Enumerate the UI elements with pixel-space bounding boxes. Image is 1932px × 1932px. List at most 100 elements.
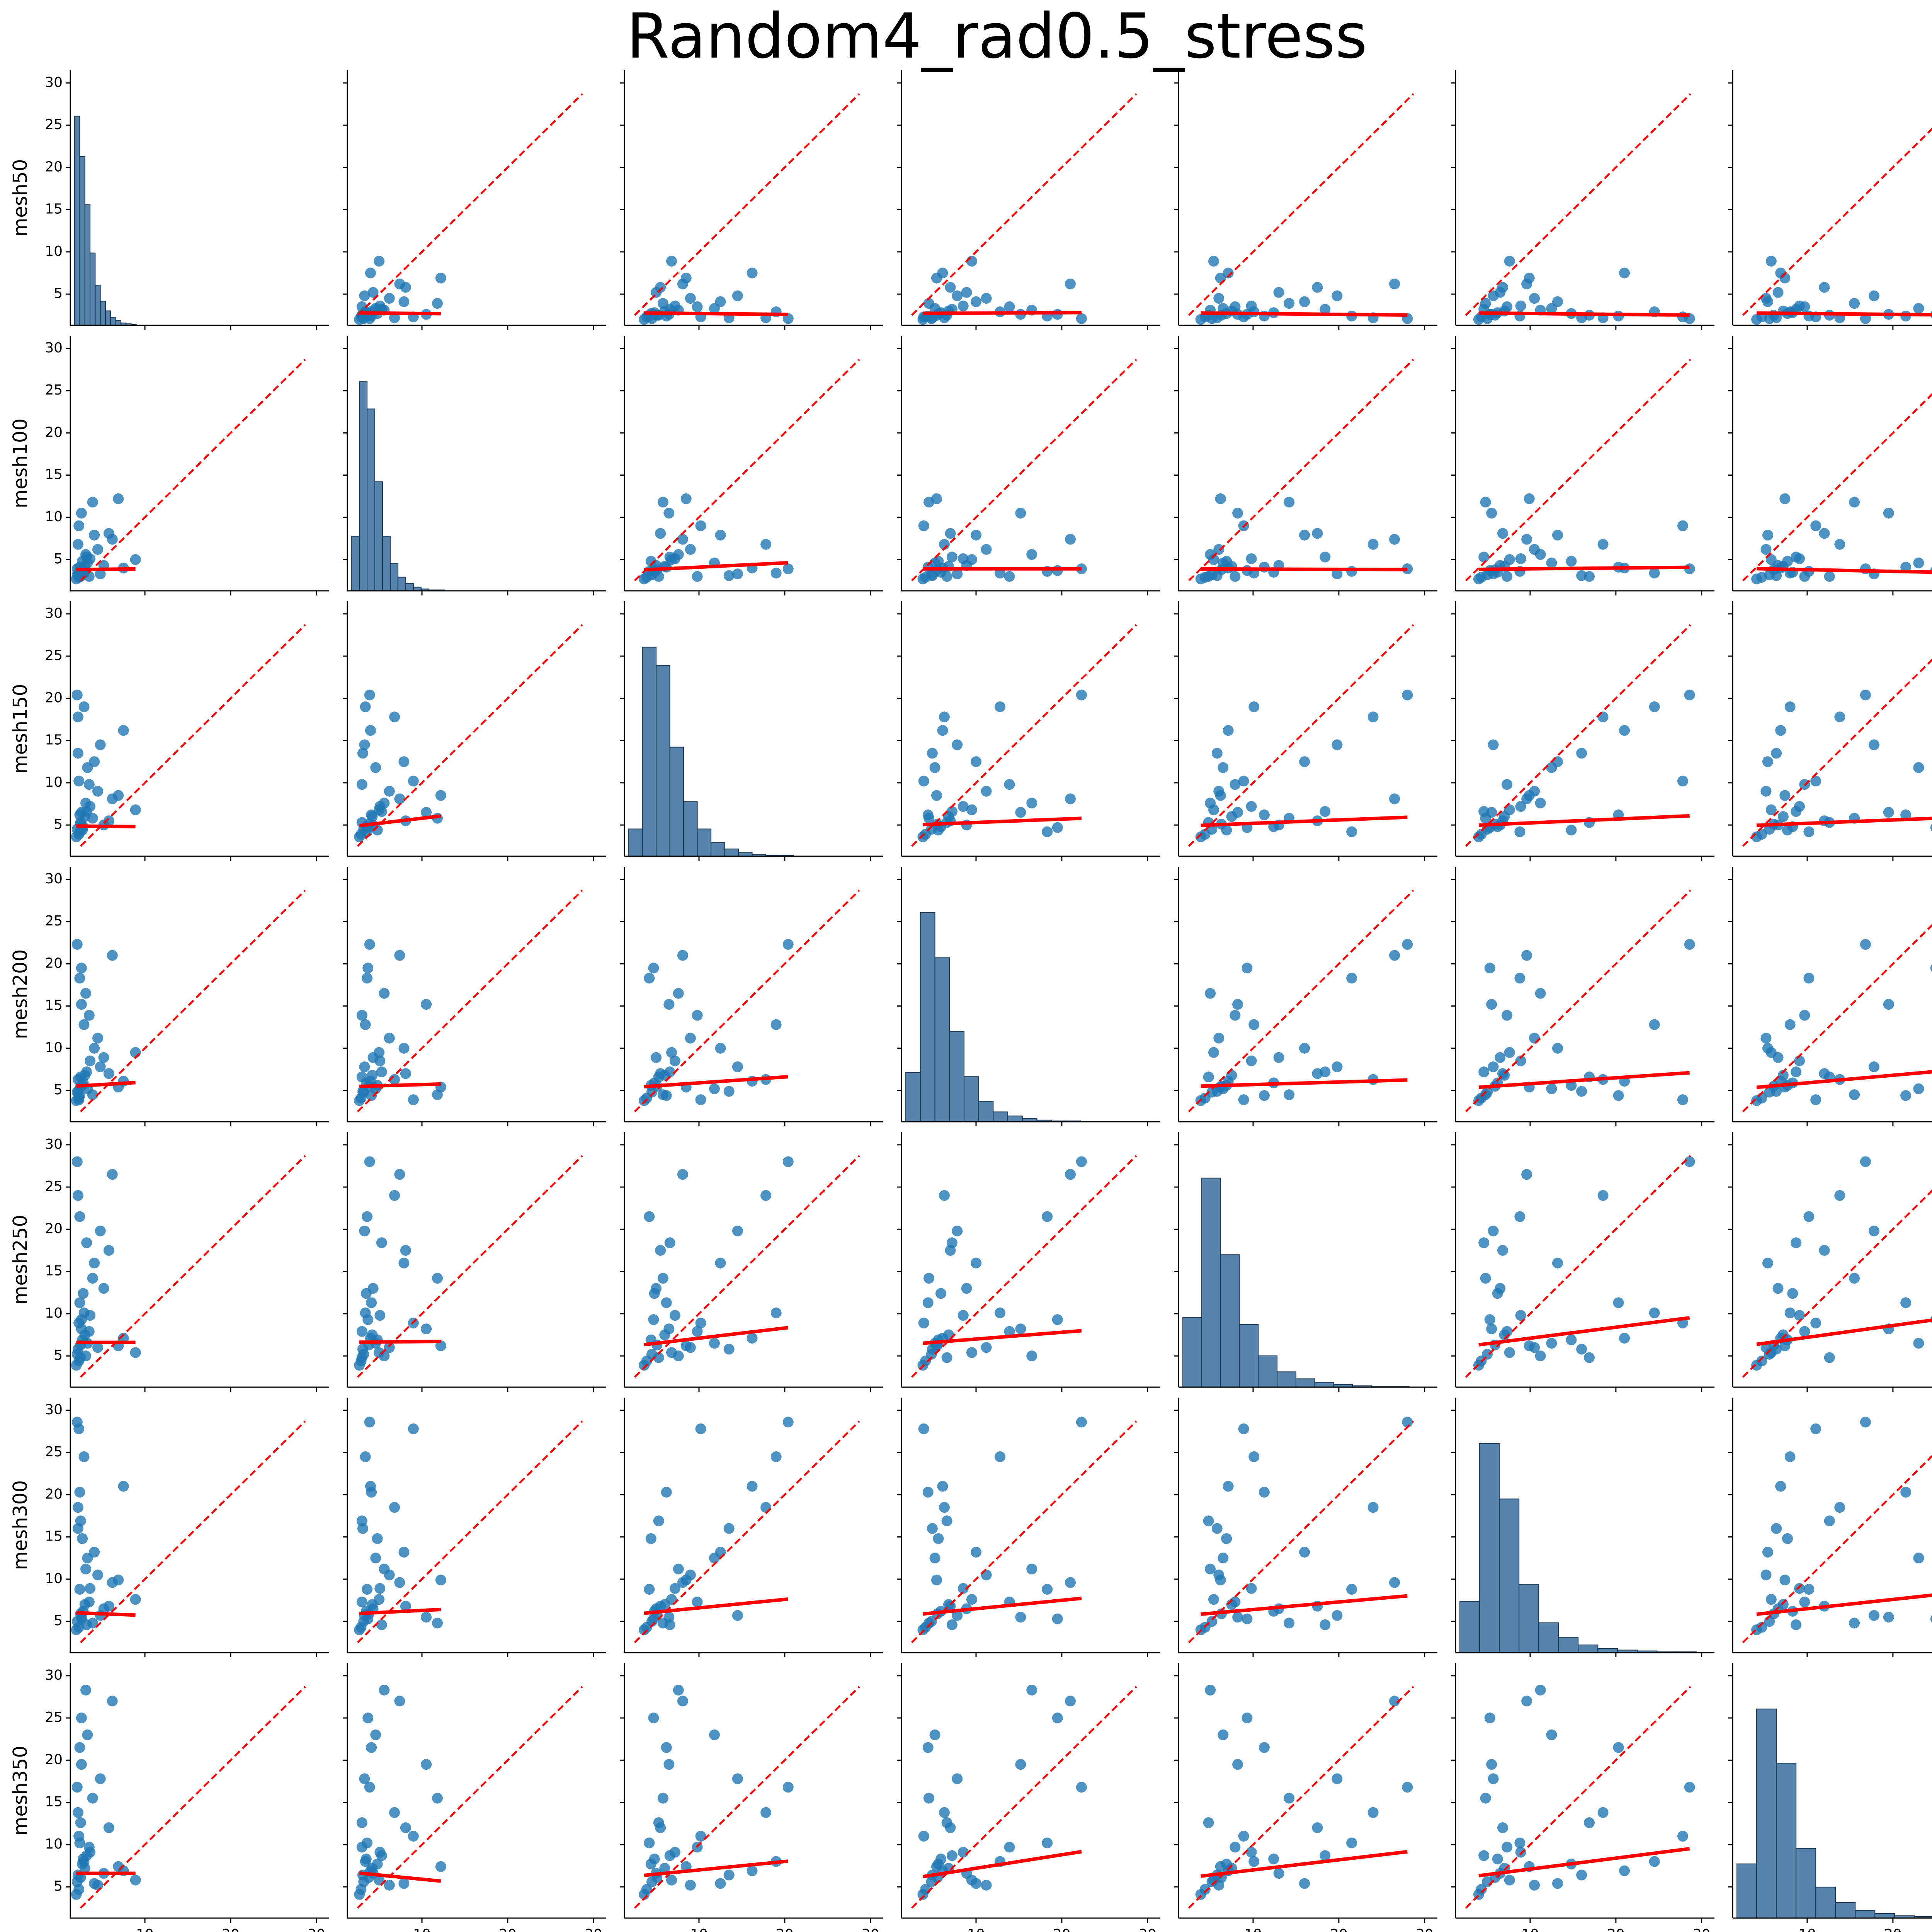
scatter-point	[1221, 1533, 1232, 1544]
scatter-point	[680, 1340, 692, 1351]
y-tick-label: 25	[45, 913, 63, 929]
scatter-point	[657, 1793, 668, 1804]
scatter-point	[435, 1861, 446, 1872]
scatter-point	[1810, 1094, 1821, 1105]
scatter-point	[648, 963, 659, 974]
scatter-point	[1869, 1225, 1880, 1236]
scatter-point	[95, 739, 106, 750]
identity-line	[357, 1420, 583, 1643]
scatter-point	[664, 551, 675, 563]
identity-line	[1742, 1189, 1932, 1378]
identity-line	[80, 1420, 306, 1643]
scatter-point	[1597, 711, 1609, 723]
scatter-point	[732, 1610, 743, 1621]
y-tick-label: 25	[45, 648, 63, 663]
scatter-point	[357, 1344, 368, 1355]
x-tick-label: 30	[1693, 1927, 1711, 1932]
scatter-point	[118, 725, 129, 736]
scatter-point	[356, 1010, 367, 1021]
scatter-point	[74, 1584, 85, 1595]
hist-bar	[1459, 1601, 1480, 1653]
scatter-point	[1015, 1759, 1026, 1770]
scatter-point	[651, 1283, 662, 1294]
scatter-point	[760, 1190, 772, 1201]
scatter-point	[1473, 573, 1484, 585]
scatter-point	[946, 1850, 957, 1861]
scatter-point	[653, 1817, 664, 1828]
scatter-point	[661, 1297, 672, 1308]
scatter-point	[1524, 1340, 1535, 1351]
scatter-point	[74, 1211, 85, 1222]
scatter-point	[1576, 748, 1587, 759]
scatter-point	[359, 1225, 370, 1236]
scatter-point	[1794, 1310, 1805, 1321]
scatter-point	[1684, 939, 1695, 950]
scatter-point	[359, 1061, 370, 1072]
scatter-point	[78, 1288, 89, 1299]
scatter-point	[365, 267, 376, 279]
hist-bar	[905, 1072, 921, 1122]
scatter-point	[400, 1245, 411, 1256]
scatter-point	[1760, 1032, 1772, 1044]
scatter-point	[92, 544, 103, 555]
panel	[1451, 1398, 1714, 1657]
scatter-point	[1221, 556, 1232, 567]
scatter-point	[1242, 1613, 1253, 1624]
scatter-point	[379, 988, 390, 999]
scatter-point	[118, 1481, 129, 1492]
panel	[897, 1398, 1160, 1657]
panel	[1174, 336, 1437, 595]
scatter-point	[1529, 293, 1540, 304]
scatter-point	[1913, 762, 1924, 773]
scatter-point	[107, 950, 118, 961]
regression-line	[644, 1326, 789, 1347]
scatter-point	[1535, 988, 1546, 999]
scatter-point	[98, 1052, 109, 1063]
hist-bar	[669, 747, 684, 857]
scatter-point	[81, 1237, 92, 1248]
scatter-point	[782, 1782, 794, 1793]
scatter-point	[952, 568, 963, 580]
hist-bar	[110, 317, 116, 326]
panel	[1174, 1132, 1437, 1392]
hist-bar	[84, 204, 91, 326]
scatter-point	[1524, 790, 1535, 801]
scatter-point	[723, 1523, 735, 1534]
scatter-point	[1242, 963, 1253, 974]
x-tick-label: 10	[690, 1927, 708, 1932]
x-tick-label: 10	[413, 1927, 431, 1932]
panel	[1451, 70, 1714, 330]
hist-bar	[1558, 1637, 1579, 1653]
hist-bar	[1776, 1763, 1797, 1919]
scatter-point	[995, 701, 1006, 713]
scatter-point	[1242, 1713, 1253, 1724]
scatter-point	[645, 1859, 656, 1870]
hist-bar	[1499, 1498, 1520, 1653]
scatter-point	[1484, 1314, 1495, 1325]
hist-bar	[1796, 1848, 1816, 1919]
scatter-point	[1834, 1502, 1845, 1513]
identity-line	[634, 1420, 860, 1643]
scatter-point	[71, 689, 83, 701]
scatter-point	[1268, 1854, 1279, 1865]
hist-bar	[115, 320, 121, 326]
identity-line	[1742, 1455, 1932, 1643]
scatter-point	[645, 1533, 656, 1544]
scatter-point	[937, 725, 948, 736]
scatter-point	[1205, 798, 1216, 809]
scatter-point	[1765, 804, 1777, 815]
scatter-point	[72, 711, 83, 723]
scatter-point	[1480, 1089, 1491, 1100]
scatter-point	[1346, 1837, 1357, 1849]
regression-line	[359, 311, 441, 316]
scatter-point	[384, 1032, 395, 1044]
scatter-point	[374, 1583, 386, 1594]
scatter-point	[931, 272, 942, 284]
scatter-point	[398, 756, 410, 767]
scatter-point	[1478, 1237, 1490, 1248]
hist-bar	[1756, 1708, 1777, 1918]
scatter-point	[661, 1090, 672, 1101]
scatter-point	[929, 1729, 940, 1740]
scatter-point	[966, 804, 977, 815]
scatter-point	[931, 1575, 942, 1586]
